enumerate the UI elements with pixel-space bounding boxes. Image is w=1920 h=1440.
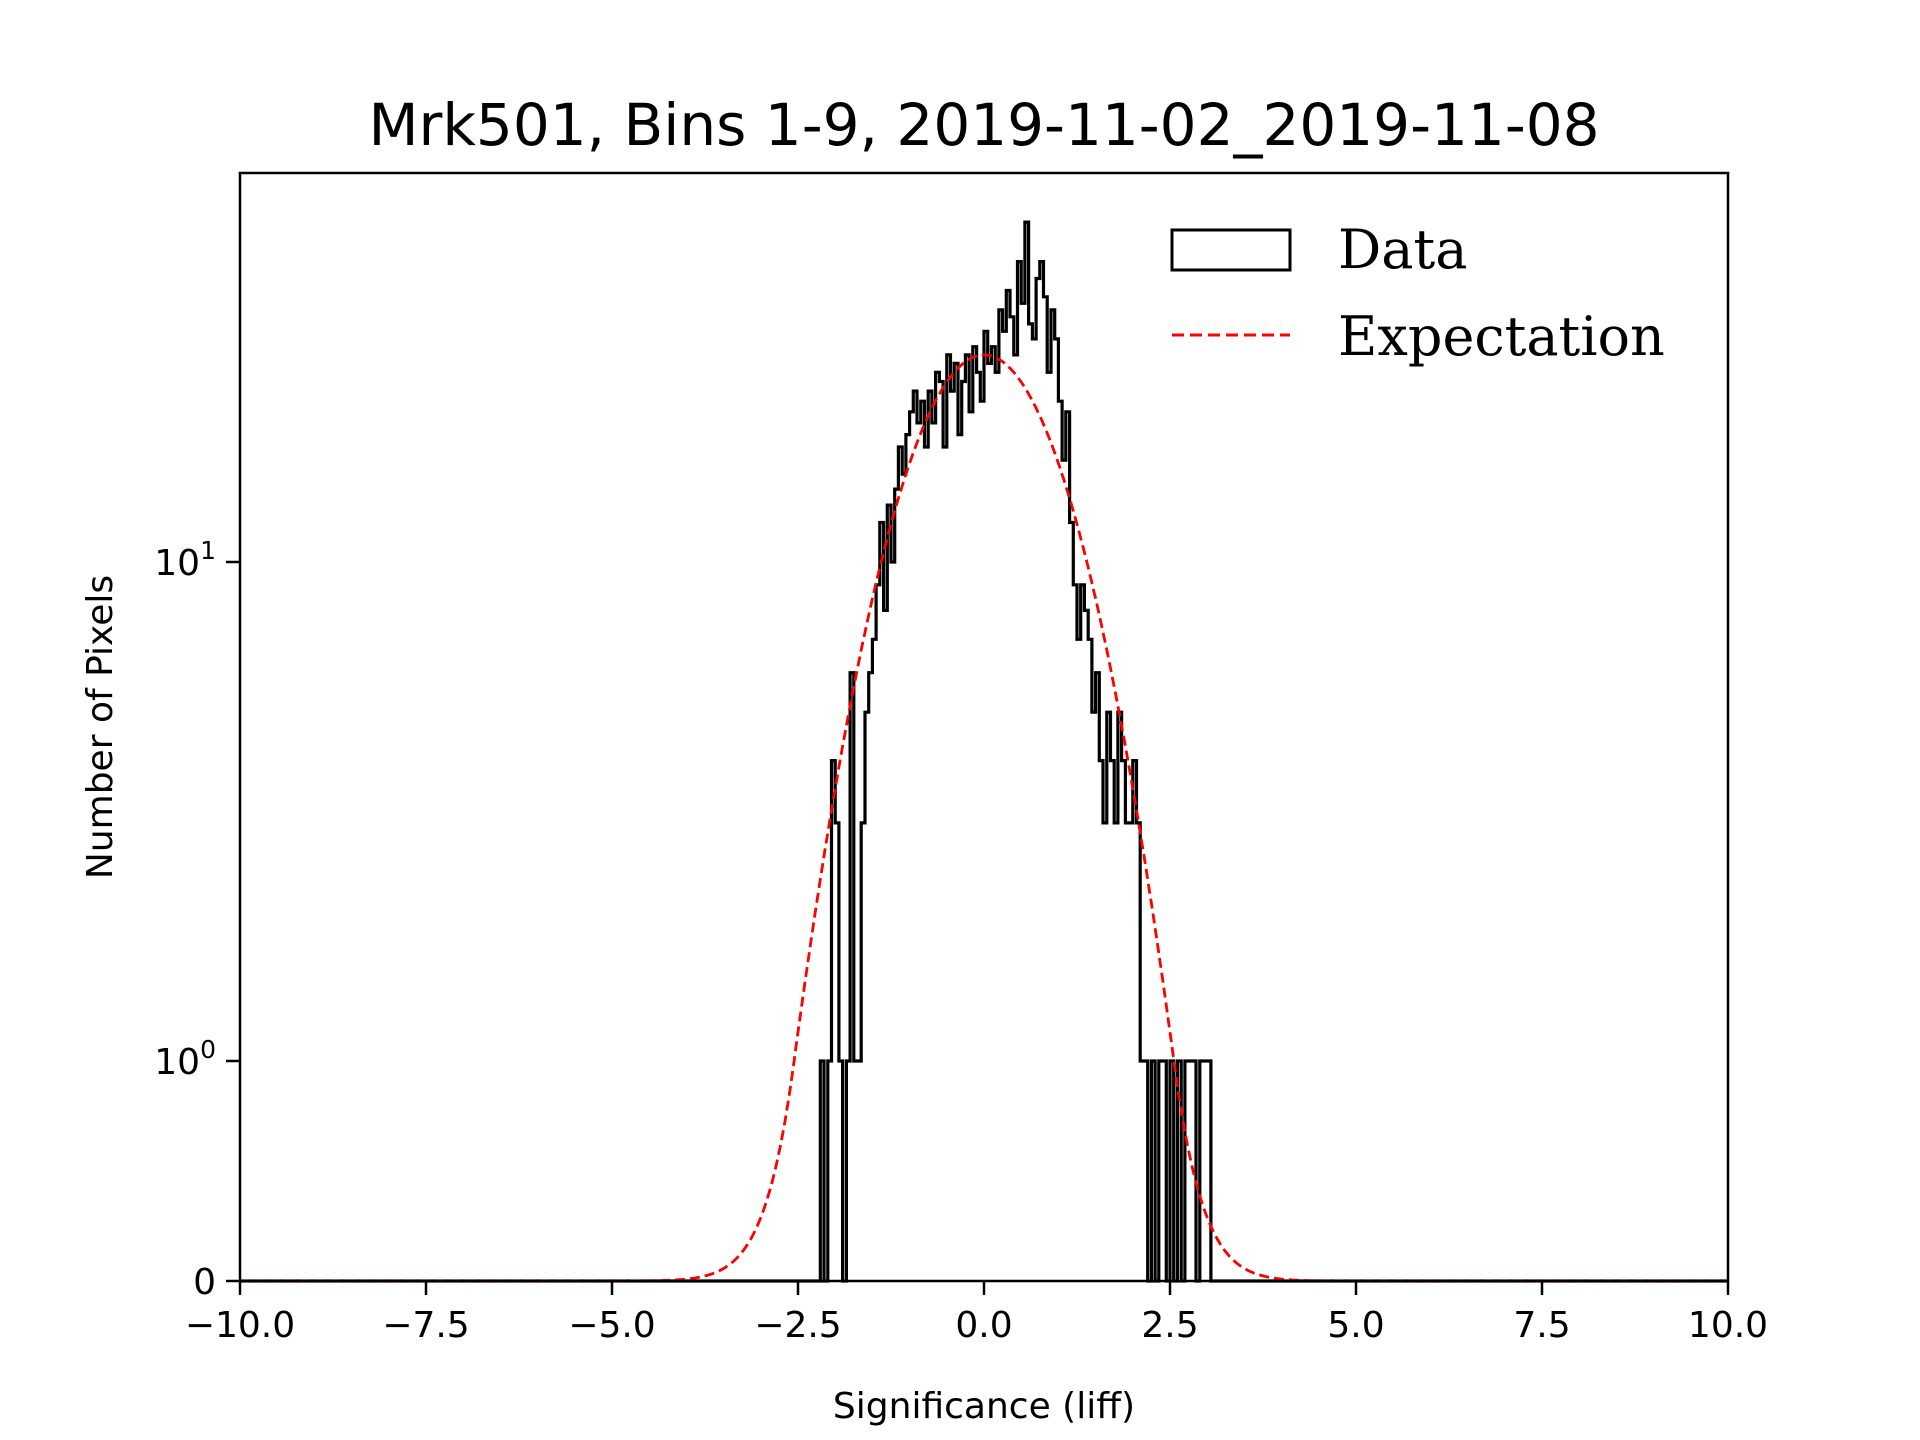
x-tick-label: 10.0: [1688, 1305, 1768, 1346]
y-tick-label: 100: [154, 1035, 216, 1083]
chart-title: Mrk501, Bins 1-9, 2019-11-02_2019-11-08: [368, 91, 1599, 159]
legend-data-swatch: [1170, 228, 1292, 272]
x-axis-label: Significance (liff): [833, 1386, 1135, 1427]
x-tick-label: 5.0: [1327, 1305, 1384, 1346]
x-tick-label: 7.5: [1513, 1305, 1570, 1346]
x-tick-label: 2.5: [1141, 1305, 1198, 1346]
y-axis-ticks: 0 100 101: [154, 536, 240, 1303]
y-tick-label: 101: [154, 536, 216, 584]
y-tick-label: 0: [193, 1262, 216, 1303]
x-tick-label: −5.0: [568, 1305, 655, 1346]
x-tick-label: −7.5: [382, 1305, 469, 1346]
x-tick-label: −2.5: [754, 1305, 841, 1346]
y-axis-label: Number of Pixels: [80, 575, 121, 879]
x-tick-label: 0.0: [955, 1305, 1012, 1346]
data-histogram-series: [240, 220, 1728, 1283]
legend-data-label: Data: [1338, 218, 1467, 281]
legend: Data Expectation: [1170, 218, 1665, 368]
x-tick-label: −10.0: [185, 1305, 295, 1346]
x-axis-ticks: −10.0 −7.5 −5.0 −2.5 0.0 2.5 5.0 7.5 10.0: [185, 1281, 1768, 1346]
legend-expectation-label: Expectation: [1338, 305, 1665, 368]
